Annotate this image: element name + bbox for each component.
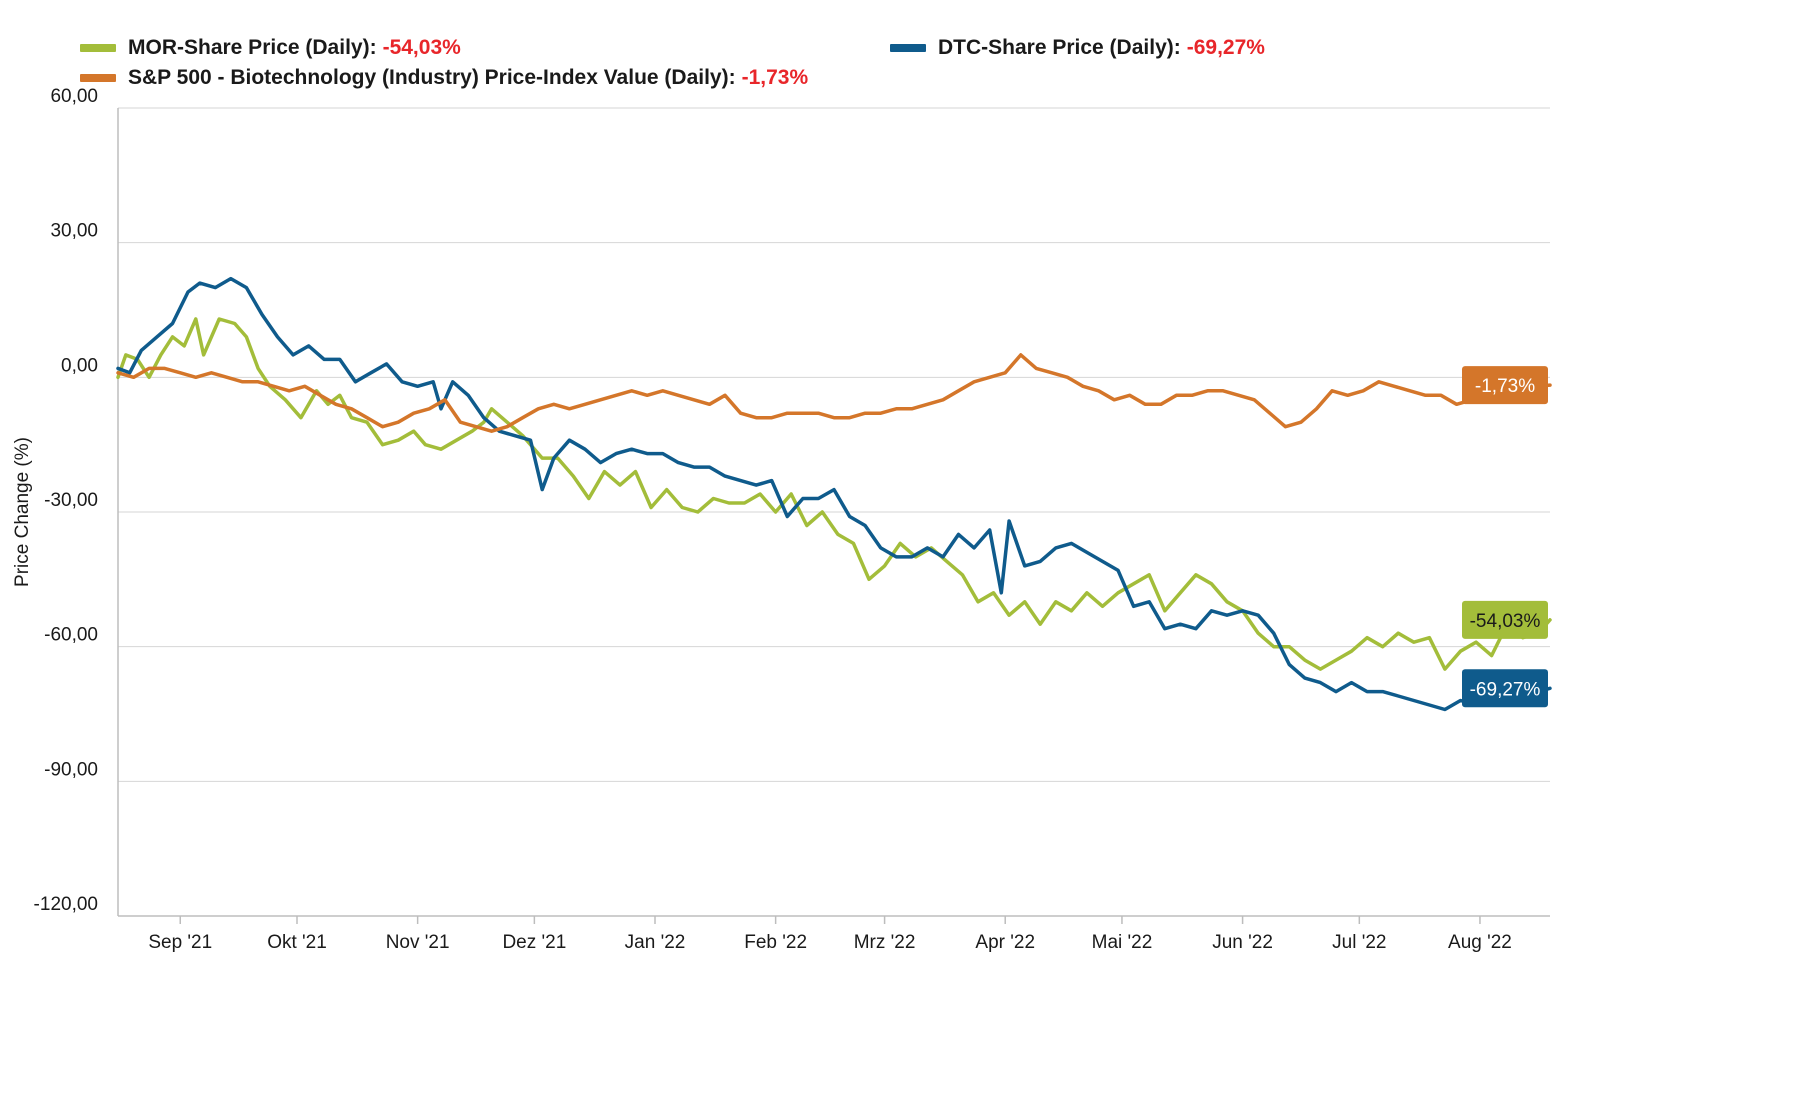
x-tick-label: Jun '22 [1212,932,1273,953]
x-tick-label: Nov '21 [386,932,450,953]
legend-item-sp500-biotech[interactable]: S&P 500 - Biotechnology (Industry) Price… [80,66,808,90]
y-tick-label: -120,00 [34,894,98,915]
legend-swatch-dtc [890,44,926,52]
legend-item-mor[interactable]: MOR-Share Price (Daily): -54,03% [80,36,461,60]
x-tick-label: Feb '22 [744,932,807,953]
end-label-text: -54,03% [1470,611,1541,632]
y-axis-title: Price Change (%) [12,437,33,587]
y-tick-label: -30,00 [44,490,98,511]
series-line-1 [116,276,1552,712]
end-label-text: -1,73% [1475,376,1535,397]
end-label-box [1462,366,1548,405]
end-label-1: -69,27% [1462,669,1548,708]
end-label-box [1462,669,1548,708]
end-label-2: -1,73% [1462,366,1548,405]
legend-item-dtc[interactable]: DTC-Share Price (Daily): -69,27% [890,36,1265,60]
x-tick-label: Dez '21 [502,932,566,953]
axes [117,108,1550,917]
y-tick-label: 0,00 [61,355,98,376]
end-label-0: -54,03% [1462,600,1548,639]
x-tick-label: Sep '21 [148,932,212,953]
x-tick-label: Mai '22 [1092,932,1153,953]
y-tick-label: -90,00 [44,759,98,780]
x-tick-label: Jul '22 [1332,932,1386,953]
legend-change-mor: -54,03% [382,36,461,59]
legend-label-mor: MOR-Share Price (Daily): [128,36,377,59]
x-tick-label: Mrz '22 [854,932,916,953]
end-label-box [1462,600,1548,639]
series-line-2 [116,353,1552,433]
legend-label-dtc: DTC-Share Price (Daily): [938,36,1181,59]
legend: MOR-Share Price (Daily): -54,03% DTC-Sha… [80,36,1580,96]
series-lines [116,276,1552,712]
series-line-0 [116,317,1552,671]
legend-label-sp500-biotech: S&P 500 - Biotechnology (Industry) Price… [128,66,736,89]
end-label-text: -69,27% [1470,679,1541,700]
y-tick-label: 30,00 [50,221,98,242]
gridlines [118,107,1550,782]
legend-change-dtc: -69,27% [1186,36,1265,59]
y-tick-label: 60,00 [50,86,98,107]
x-tick-label: Apr '22 [975,932,1035,953]
y-tick-label: -60,00 [44,625,98,646]
y-axis-ticks: 60,00 30,00 0,00 -30,00 -60,00 -90,00 -120,00 [34,86,98,915]
legend-change-sp500-biotech: -1,73% [741,66,809,89]
x-tick-label: Aug '22 [1448,932,1512,953]
x-axis-ticks: Sep '21 Okt '21 Nov '21 Dez '21 Jan '22 Feb '… [148,916,1512,953]
end-labels: -54,03% -69,27% -1,73% [1462,366,1548,708]
legend-swatch-mor [80,44,116,52]
x-tick-label: Okt '21 [267,932,327,953]
legend-swatch-sp500-biotech [80,74,116,82]
x-tick-label: Jan '22 [625,932,686,953]
